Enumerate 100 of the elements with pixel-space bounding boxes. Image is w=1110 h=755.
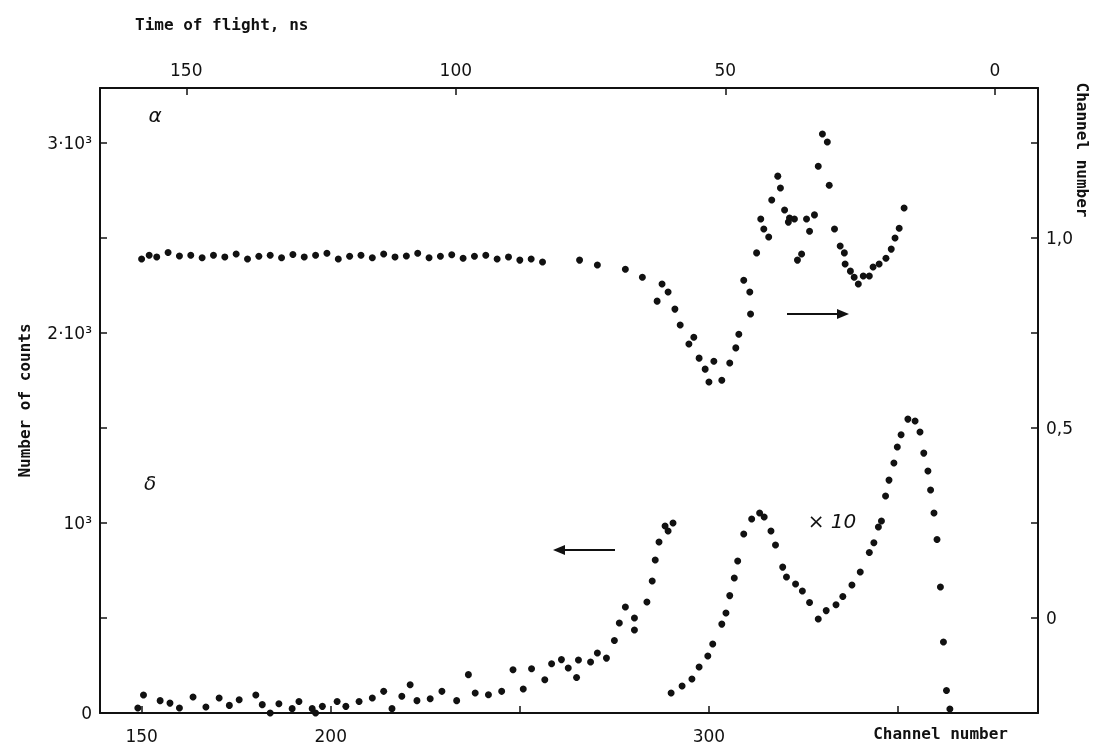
point [225, 701, 233, 709]
point [602, 654, 610, 662]
y2-tick-label: 0 [1046, 608, 1057, 629]
x-tick-label: 200 [314, 725, 347, 746]
point [388, 705, 396, 713]
point [927, 486, 935, 494]
point [406, 681, 414, 689]
point [258, 701, 266, 709]
point [882, 492, 890, 500]
x2-tick-label: 50 [714, 59, 737, 80]
annotation: × 10 [807, 509, 857, 533]
point [726, 592, 734, 600]
point [235, 696, 243, 704]
point [593, 649, 601, 657]
point [438, 687, 446, 695]
point [865, 548, 873, 556]
point [202, 703, 210, 711]
point [856, 568, 864, 576]
point [275, 700, 283, 708]
point [471, 689, 479, 697]
point [426, 695, 434, 703]
point [621, 603, 629, 611]
point [756, 509, 764, 517]
point [630, 614, 638, 622]
point [573, 673, 581, 681]
y2-tick-label: 0,5 [1046, 418, 1074, 439]
x-axis-title: Channel number [873, 723, 1008, 743]
y-axis-title: Number of counts [14, 323, 34, 478]
x2-tick-label: 100 [439, 59, 473, 80]
x-tick-label: 300 [692, 725, 726, 746]
point [651, 556, 659, 564]
point [748, 515, 756, 523]
point [453, 697, 461, 705]
point [413, 697, 421, 705]
point [893, 443, 901, 451]
point [380, 687, 388, 695]
point [295, 697, 303, 705]
point [288, 705, 296, 713]
point [156, 697, 164, 705]
point [704, 652, 712, 660]
point [939, 638, 947, 646]
point [266, 709, 274, 717]
point [557, 656, 565, 664]
point [920, 449, 928, 457]
point [839, 593, 847, 601]
point [648, 577, 656, 585]
point [718, 620, 726, 628]
point [792, 580, 800, 588]
point [509, 666, 517, 674]
point [528, 665, 536, 673]
point [709, 640, 717, 648]
point [897, 431, 905, 439]
point [740, 530, 748, 538]
point [814, 615, 822, 623]
y-tick-label: 2·10³ [47, 323, 92, 344]
point [772, 541, 780, 549]
point [877, 517, 885, 525]
point [942, 687, 950, 695]
point [498, 687, 506, 695]
point [564, 664, 572, 672]
x2-axis-title: Time of flight, ns [135, 14, 309, 34]
point [368, 694, 376, 702]
point [779, 563, 787, 571]
point [587, 658, 595, 666]
point [730, 574, 738, 582]
point [615, 619, 623, 627]
point [541, 676, 549, 684]
x2-tick-label: 150 [170, 59, 203, 80]
point [760, 513, 768, 521]
point [484, 691, 492, 699]
point [333, 697, 341, 705]
y2-axis-title: Channel number [1072, 82, 1092, 218]
point [318, 702, 326, 710]
point [140, 691, 147, 699]
point [630, 626, 638, 634]
point [548, 660, 556, 668]
point [610, 636, 618, 644]
y-tick-label: 0 [81, 703, 92, 723]
point [806, 598, 814, 606]
point [464, 671, 472, 679]
y-tick-label: 3·10³ [47, 133, 92, 154]
y-tick-label: 10³ [63, 513, 92, 534]
point [782, 573, 790, 581]
point [134, 704, 142, 712]
annotation: δ [143, 471, 157, 495]
x2-tick-label: 0 [989, 59, 1001, 80]
point [519, 685, 527, 693]
point [936, 583, 944, 591]
annotation: α [148, 103, 162, 127]
point [822, 607, 830, 615]
point [175, 704, 183, 712]
point [252, 691, 260, 699]
point [933, 536, 941, 544]
point [798, 587, 806, 595]
point [574, 656, 582, 664]
point [832, 601, 840, 609]
point [342, 702, 350, 710]
point [355, 697, 363, 705]
point [398, 692, 406, 700]
point [904, 415, 912, 423]
